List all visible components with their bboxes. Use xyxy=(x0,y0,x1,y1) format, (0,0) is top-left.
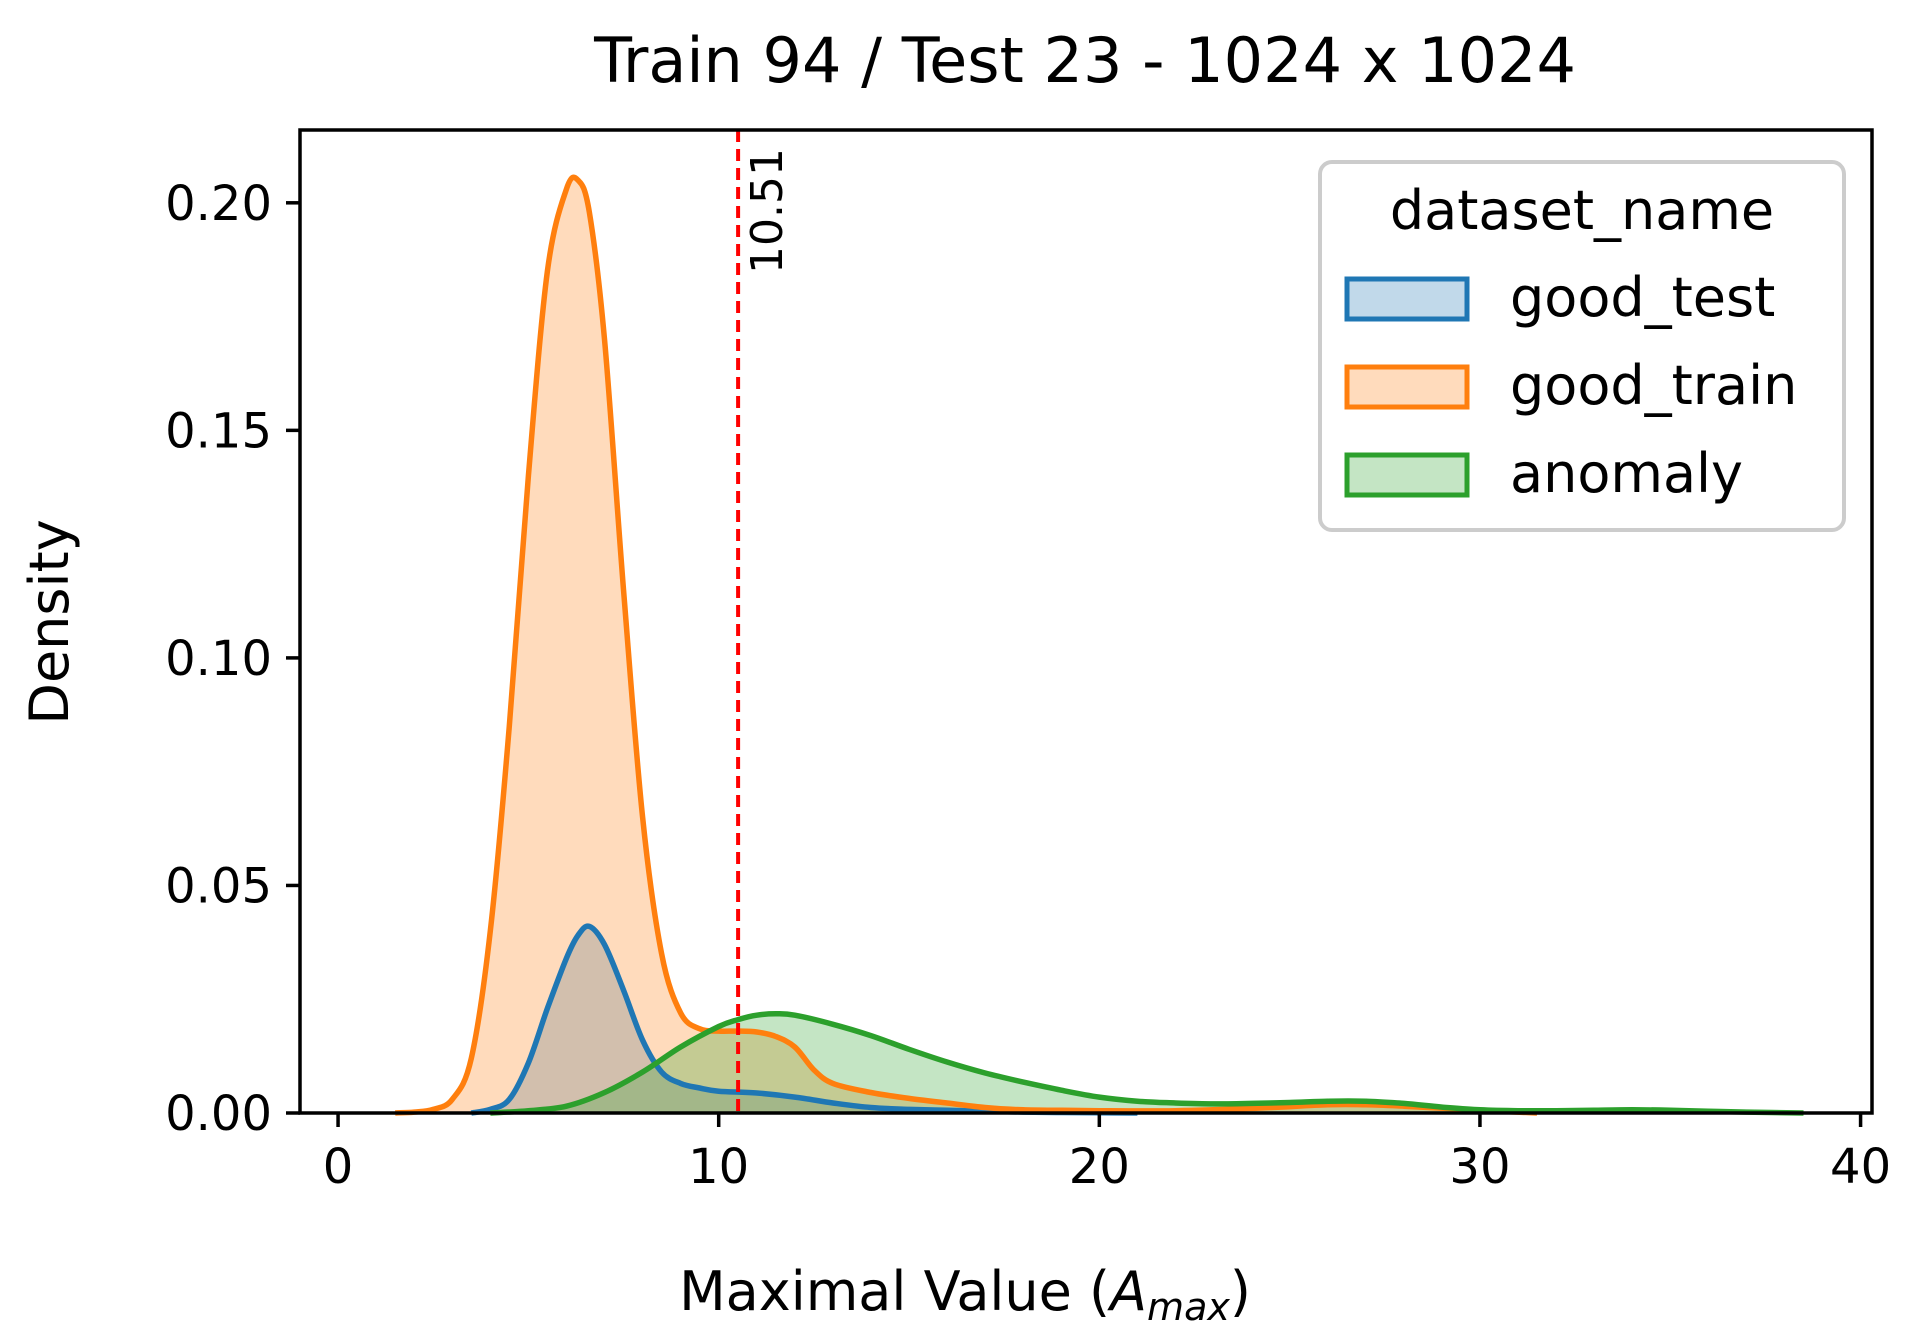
legend-frame xyxy=(1318,160,1846,532)
y-tick-label-0.15: 0.15 xyxy=(165,403,272,459)
legend-label-good-test: good_test xyxy=(1510,266,1775,329)
area-anomaly xyxy=(490,1013,1804,1113)
y-tick-label-0.20: 0.20 xyxy=(165,176,272,232)
density-areas xyxy=(395,177,1804,1114)
x-axis-label: Maximal Value (Amax) xyxy=(679,1260,1251,1329)
x-axis: 0 10 20 30 40 xyxy=(323,1113,1891,1195)
y-tick-label-0.00: 0.00 xyxy=(165,1086,272,1142)
legend-swatch-good-test xyxy=(1344,276,1470,322)
line-good-train xyxy=(395,174,1538,1116)
legend-title: dataset_name xyxy=(1390,179,1774,242)
y-axis: 0.00 0.05 0.10 0.15 0.20 xyxy=(165,176,300,1142)
x-tick-label-0: 0 xyxy=(323,1139,354,1195)
density-lines xyxy=(395,174,1804,1116)
area-good-test xyxy=(471,926,1138,1113)
x-axis-label-prefix: Maximal Value ( xyxy=(679,1260,1110,1323)
x-tick-label-40: 40 xyxy=(1830,1139,1891,1195)
threshold-label: 10.51 xyxy=(742,148,793,274)
y-tick-label-0.05: 0.05 xyxy=(165,858,272,914)
x-tick-label-30: 30 xyxy=(1449,1139,1510,1195)
plot-frame xyxy=(298,128,1874,1115)
legend-label-good-train: good_train xyxy=(1510,354,1797,417)
x-tick-label-10: 10 xyxy=(688,1139,749,1195)
y-tick-label-0.10: 0.10 xyxy=(165,631,272,687)
area-good-train xyxy=(395,177,1538,1114)
x-axis-label-suffix: ) xyxy=(1230,1260,1251,1323)
x-axis-label-subscript: max xyxy=(1147,1285,1230,1329)
legend-swatch-anomaly xyxy=(1344,452,1470,498)
legend-label-anomaly: anomaly xyxy=(1510,442,1743,505)
legend-swatch-good-train xyxy=(1344,364,1470,410)
line-anomaly xyxy=(490,1011,1804,1116)
x-axis-label-symbol: A xyxy=(1107,1260,1147,1323)
y-axis-label: Density xyxy=(18,519,81,724)
x-tick-label-20: 20 xyxy=(1069,1139,1130,1195)
chart-title: Train 94 / Test 23 - 1024 x 1024 xyxy=(593,24,1576,97)
line-good-test xyxy=(470,923,1138,1116)
plot-area: 10.51 xyxy=(395,130,1804,1116)
